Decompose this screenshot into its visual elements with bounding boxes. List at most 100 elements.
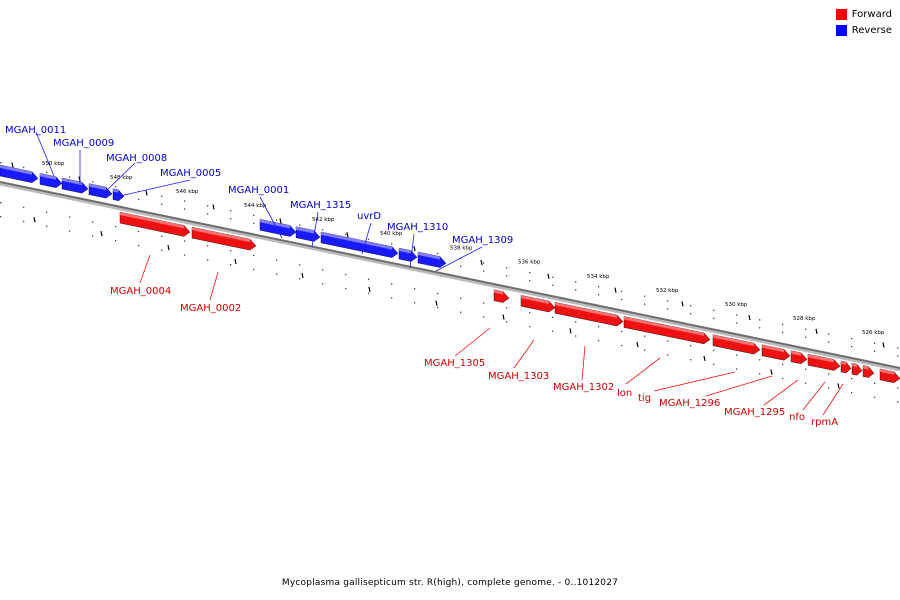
scale-dot	[0, 202, 2, 204]
scale-dot	[529, 325, 531, 328]
gene-label-mgah_0011: MGAH_0011	[5, 125, 66, 136]
gene-label-mgah_1309: MGAH_1309	[452, 235, 513, 246]
gene-leader-line	[35, 131, 55, 177]
scale-tick	[681, 301, 684, 307]
scale-tick	[11, 162, 14, 168]
gene-label-mgah_1310: MGAH_1310	[387, 222, 448, 233]
gene-leader-line	[653, 371, 736, 392]
gene-arrow-highlight	[762, 344, 784, 353]
gene-arrow-highlight	[0, 165, 32, 175]
scale-dot	[184, 254, 186, 256]
scale-dot	[276, 259, 278, 261]
gene-leader-line	[705, 375, 773, 397]
gene-label-mgah_0002: MGAH_0002	[180, 303, 241, 314]
forward-swatch	[835, 8, 847, 20]
scale-dot	[506, 267, 508, 269]
reverse-gene-arrow	[417, 251, 447, 268]
scale-dot	[230, 210, 232, 212]
scale-tick	[346, 232, 349, 238]
scale-tick	[748, 314, 751, 321]
scale-dot	[92, 235, 94, 237]
gene-leader-line	[409, 233, 415, 269]
scale-dot	[230, 218, 232, 220]
scale-tick	[413, 246, 416, 252]
scale-dot	[23, 206, 25, 209]
gene-label-uvrd: uvrD	[357, 211, 381, 222]
scale-dot	[368, 278, 370, 280]
gene-label-mgah_0004: MGAH_0004	[110, 286, 171, 297]
scale-dot	[92, 221, 94, 223]
scale-tick	[614, 287, 617, 293]
forward-gene-arrow	[851, 362, 863, 376]
scale-dot	[667, 308, 669, 310]
scale-dot	[161, 203, 163, 205]
gene-arrow-highlight	[521, 295, 549, 305]
scale-dot	[138, 230, 140, 233]
gene-leader-line	[139, 254, 151, 284]
scale-dot	[253, 222, 255, 225]
scale-dot	[299, 224, 301, 226]
scale-dot	[851, 337, 853, 340]
scale-dot	[598, 326, 600, 328]
scale-dot	[851, 391, 853, 394]
gene-label-mgah_1295: MGAH_1295	[724, 407, 785, 418]
forward-gene-arrow	[790, 350, 808, 364]
scale-dot	[138, 244, 140, 247]
scale-dot	[736, 314, 738, 316]
reverse-gene-arrow	[112, 188, 125, 201]
scale-dot	[69, 216, 71, 218]
scale-tick	[234, 258, 237, 265]
scale-dot	[184, 208, 186, 210]
gene-label-mgah_0005: MGAH_0005	[160, 168, 221, 179]
scale-dot	[897, 347, 899, 349]
scale-dot	[46, 211, 48, 213]
scale-dot	[138, 198, 140, 201]
gene-leader-line	[454, 327, 491, 357]
scale-dot	[253, 268, 255, 271]
scale-dot	[483, 302, 485, 304]
scale-dot	[552, 284, 554, 286]
scale-dot	[0, 162, 2, 164]
scale-dot	[437, 292, 439, 295]
scale-dot	[644, 295, 646, 297]
scale-dot	[483, 262, 485, 264]
gene-arrow-highlight	[808, 354, 834, 363]
scale-dot	[414, 288, 416, 290]
scale-tick	[636, 342, 639, 348]
gene-arrow-highlight	[494, 289, 503, 295]
scale-dot	[828, 333, 830, 335]
gene-arrow-highlight	[89, 183, 106, 191]
scale-dot	[506, 321, 508, 323]
gene-label-mgah_0008: MGAH_0008	[106, 153, 167, 164]
scale-dot	[897, 387, 899, 389]
scale-dot	[46, 171, 48, 173]
scale-dot	[621, 298, 623, 301]
scale-dot	[736, 368, 738, 370]
scale-tick	[279, 218, 282, 224]
gene-arrow-highlight	[863, 365, 869, 370]
gene-arrow-highlight	[296, 226, 314, 234]
forward-gene-arrow	[879, 368, 900, 383]
forward-gene-arrow	[119, 211, 191, 237]
reverse-gene-arrow	[320, 231, 399, 258]
scale-dot	[828, 373, 830, 375]
scale-dot	[506, 275, 508, 277]
scale-dot	[667, 354, 669, 356]
scale-dot	[23, 220, 25, 223]
legend-reverse-label: Reverse	[851, 24, 892, 36]
scale-dot	[621, 330, 623, 333]
scale-tick	[502, 314, 505, 320]
scale-dots-lower	[0, 202, 899, 389]
scale-tick	[569, 328, 572, 334]
gene-label-tig: tig	[638, 393, 651, 404]
gene-arrow-highlight	[624, 316, 704, 336]
scale-dot	[437, 252, 439, 255]
gene-arrow-highlight	[40, 173, 56, 180]
scale-dot	[161, 235, 163, 237]
gene-label-rpma: rpmA	[811, 417, 838, 428]
scale-dot	[437, 306, 439, 309]
gene-leader-line	[259, 196, 283, 239]
scale-dot	[690, 359, 692, 361]
scale-label: 526 kbp	[862, 330, 885, 336]
scale-dot	[828, 387, 830, 389]
